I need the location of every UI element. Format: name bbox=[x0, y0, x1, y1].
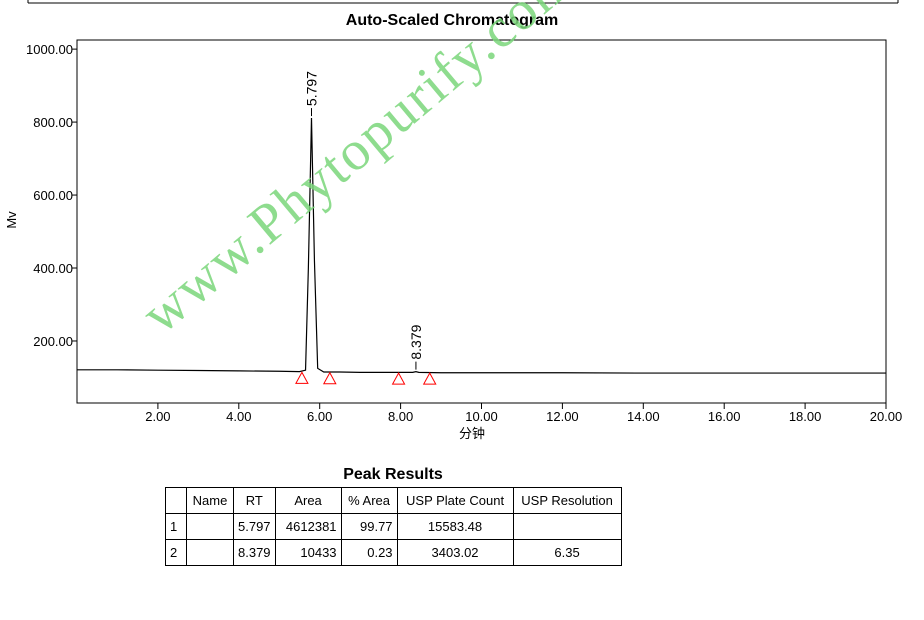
chromatogram-line bbox=[77, 118, 886, 374]
table-title: Peak Results bbox=[343, 466, 443, 483]
table-row: 2 8.379 10433 0.23 3403.02 6.35 bbox=[165, 539, 622, 566]
x-tick-label: 4.00 bbox=[226, 409, 251, 424]
header-cell: USP Resolution bbox=[512, 487, 622, 514]
header-cell: Name bbox=[186, 487, 234, 514]
cell: 4612381 bbox=[274, 513, 342, 540]
cell: 5.797 bbox=[233, 513, 276, 540]
peak-label: 8.379 bbox=[408, 324, 424, 359]
integration-marker bbox=[322, 371, 337, 385]
x-tick-label: 16.00 bbox=[708, 409, 741, 424]
y-tick-label: 1000.00 bbox=[26, 42, 73, 57]
y-tick-label: 400.00 bbox=[33, 261, 73, 276]
plot-frame bbox=[76, 39, 887, 404]
x-axis-label: 分钟 bbox=[459, 426, 485, 441]
cell: 0.23 bbox=[340, 539, 398, 566]
cell: 15583.48 bbox=[396, 513, 514, 540]
cell: 2 bbox=[165, 539, 187, 566]
table-header: Name RT Area% Area USP Plate Count USP Resol… bbox=[165, 487, 622, 514]
peak-table: Name RT Area% Area USP Plate Count USP Resol… bbox=[165, 487, 622, 566]
cell bbox=[186, 539, 234, 566]
y-tick-label: 200.00 bbox=[33, 334, 73, 349]
x-tick-label: 6.00 bbox=[307, 409, 332, 424]
chart-title: Auto-Scaled Chromatogram bbox=[346, 12, 558, 29]
x-tick-label: 20.00 bbox=[870, 409, 903, 424]
x-tick-label: 12.00 bbox=[546, 409, 579, 424]
table-row: 1 5.797 4612381 99.77 15583.48 bbox=[165, 513, 622, 540]
header-cell: RT bbox=[233, 487, 276, 514]
y-tick-label: 800.00 bbox=[33, 115, 73, 130]
integration-marker bbox=[391, 372, 406, 385]
cell: 10433 bbox=[274, 539, 342, 566]
cell: 3403.02 bbox=[396, 539, 514, 566]
cell: 99.77 bbox=[340, 513, 398, 540]
x-tick-label: 2.00 bbox=[145, 409, 170, 424]
x-tick-label: 14.00 bbox=[627, 409, 660, 424]
integration-marker bbox=[295, 371, 309, 384]
header-cell bbox=[165, 487, 187, 514]
header-cell: Area bbox=[274, 487, 342, 514]
cell: 6.35 bbox=[512, 539, 622, 566]
cell bbox=[512, 513, 622, 540]
cell: 1 bbox=[165, 513, 187, 540]
y-axis-label: Mv bbox=[4, 211, 19, 229]
peak-label: 5.797 bbox=[303, 71, 319, 106]
x-tick-label: 10.00 bbox=[465, 409, 498, 424]
y-tick-label: 600.00 bbox=[33, 188, 73, 203]
cell: 8.379 bbox=[233, 539, 276, 566]
header-cell: % Area bbox=[340, 487, 398, 514]
integration-marker bbox=[422, 372, 437, 385]
x-tick-label: 18.00 bbox=[789, 409, 822, 424]
x-tick-label: 8.00 bbox=[388, 409, 413, 424]
cell bbox=[186, 513, 234, 540]
header-cell: USP Plate Count bbox=[396, 487, 514, 514]
chart: Auto-Scaled Chromatogram 分钟 Mv 200.00 400… bbox=[4, 0, 903, 441]
